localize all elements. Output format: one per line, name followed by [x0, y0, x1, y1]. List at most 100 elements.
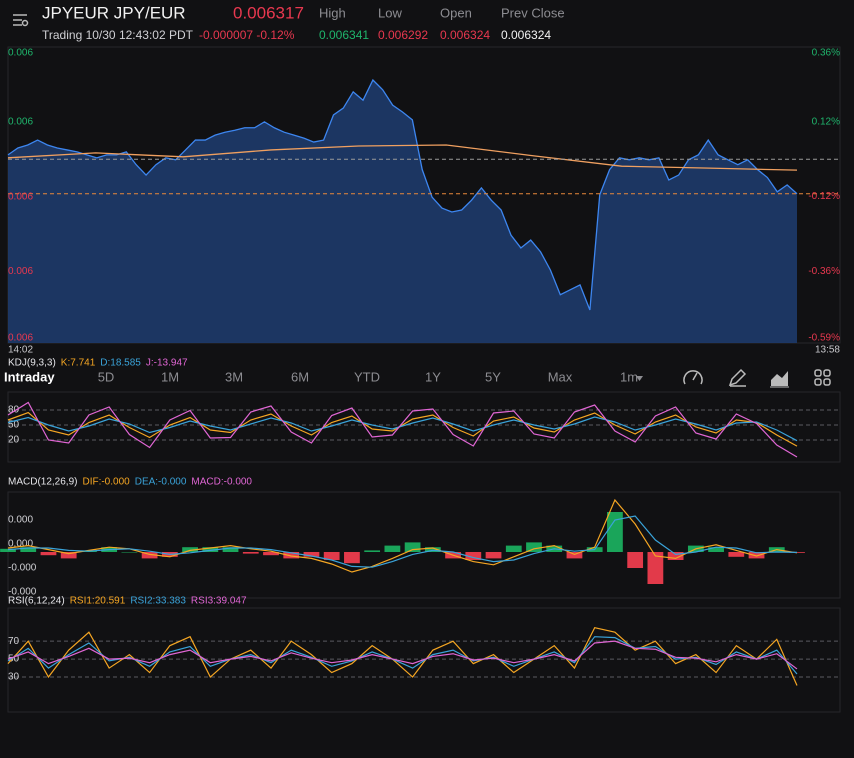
indicator-title: KDJ(9,3,3): [8, 358, 56, 369]
legend-entry: D:18.585: [100, 358, 141, 369]
y2-tick-label: -0.12%: [808, 191, 840, 202]
y-tick-label: 50: [8, 654, 20, 665]
indicator-icon[interactable]: [683, 370, 703, 385]
y2-tick-label: 0.36%: [812, 48, 840, 59]
stat-value: 0.006341: [319, 28, 369, 42]
plot-frame: [7, 491, 841, 599]
histogram-bar: [283, 552, 300, 559]
y-tick-label: 50: [8, 420, 20, 431]
histogram-bar: [263, 552, 279, 556]
y-tick-label: 70: [8, 636, 20, 647]
histogram-bar: [485, 552, 502, 559]
y-tick-label: 0.006: [8, 266, 33, 277]
legend-entry: MACD:-0.000: [191, 477, 252, 488]
tab[interactable]: 1m: [620, 369, 638, 384]
histogram-bar: [627, 552, 644, 568]
change: -0.000007 -0.12%: [199, 28, 295, 42]
legend-entry: RSI2:33.383: [130, 596, 186, 607]
histogram-bar: [20, 547, 37, 552]
stat-value: 0.006324: [501, 28, 551, 42]
x-tick-label: 14:02: [8, 345, 33, 356]
histogram-bar: [667, 552, 684, 560]
y-tick-label: 0.006: [8, 333, 33, 344]
histogram-bar: [40, 552, 57, 556]
charts: 0.006 0.006 0.006 0.006 0.006 0.36% 0.12% -0.12…: [0, 46, 841, 713]
legend-entry: RSI3:39.047: [191, 596, 247, 607]
x-tick-label: 13:58: [815, 345, 840, 356]
indicator-line: [7, 401, 798, 458]
tab[interactable]: Max: [548, 369, 573, 384]
indicator-line: [7, 416, 798, 442]
menu-icon[interactable]: [13, 14, 29, 27]
histogram-bar: [364, 550, 381, 552]
price-line: [7, 78, 798, 311]
histogram-bar: [182, 547, 198, 552]
histogram-bar: [465, 552, 482, 560]
dropdown-arrow: [636, 376, 643, 381]
histogram-bar: [505, 545, 522, 552]
grid-icon[interactable]: [814, 369, 831, 386]
tab[interactable]: 5Y: [485, 369, 501, 384]
chart-type-icon[interactable]: [770, 371, 789, 388]
average-line: [7, 144, 798, 171]
y-tick-label: 30: [8, 672, 20, 683]
histogram-bar: [242, 552, 259, 554]
indicator-title: RSI(6,12,24): [8, 596, 65, 607]
histogram-bar: [728, 552, 745, 557]
y2-tick-label: -0.36%: [808, 266, 840, 277]
y-tick-label: 0.000: [8, 539, 33, 550]
stat-value: 0.006292: [378, 28, 428, 42]
legend-entry: J:-13.947: [146, 358, 188, 369]
stat-label: Low: [378, 5, 402, 20]
indicator-line: [7, 640, 798, 670]
histogram-bar: [222, 547, 239, 552]
y-tick-label: 0.006: [8, 117, 33, 128]
y-tick-label: 0.006: [8, 48, 33, 59]
legend-entry: DEA:-0.000: [135, 477, 187, 488]
tab[interactable]: 5D: [98, 369, 115, 384]
histogram-bar: [384, 545, 401, 552]
stat-value: 0.006324: [440, 28, 490, 42]
legend-entry: RSI1:20.591: [70, 596, 126, 607]
tab[interactable]: 1M: [161, 369, 179, 384]
tab[interactable]: 6M: [291, 369, 309, 384]
indicator-title: MACD(12,26,9): [8, 477, 77, 488]
indicator-line: [7, 515, 798, 568]
stat-label: High: [319, 5, 346, 20]
plot-frame: [7, 607, 841, 713]
y-tick-label: 80: [8, 405, 20, 416]
histogram-bar: [303, 552, 320, 557]
y-tick-label: 0.006: [8, 191, 33, 202]
indicator-line: [7, 411, 798, 447]
histogram-bar: [141, 552, 158, 559]
indicator-line: [7, 498, 798, 573]
plot-frame: [7, 391, 841, 463]
histogram-bar: [748, 552, 765, 559]
histogram-bar: [404, 542, 421, 552]
tab[interactable]: 3M: [225, 369, 243, 384]
legend-entry: DIF:-0.000: [82, 477, 130, 488]
y-tick-label: 0.000: [8, 515, 33, 526]
histogram-bar: [607, 512, 623, 552]
draw-icon[interactable]: [728, 368, 747, 387]
y2-tick-label: 0.12%: [812, 116, 840, 127]
histogram-bar: [566, 552, 583, 559]
symbol: JPYEUR JPY/EUR: [42, 3, 186, 22]
y-tick-label: 20: [8, 435, 20, 446]
y-tick-label: -0.000: [8, 563, 37, 574]
tab[interactable]: 1Y: [425, 369, 441, 384]
tab[interactable]: YTD: [354, 369, 380, 384]
histogram-bar: [0, 548, 16, 552]
stat-label: Open: [440, 5, 472, 20]
histogram-bar: [526, 542, 542, 552]
stat-label: Prev Close: [501, 5, 565, 20]
histogram-bar: [121, 552, 138, 553]
status: Trading 10/30 12:43:02 PDT: [42, 28, 194, 42]
y-tick-label: -0.000: [8, 587, 37, 598]
price: 0.006317: [233, 3, 304, 22]
tab[interactable]: Intraday: [4, 369, 55, 384]
histogram-bar: [647, 552, 664, 584]
histogram-bar: [708, 547, 724, 552]
